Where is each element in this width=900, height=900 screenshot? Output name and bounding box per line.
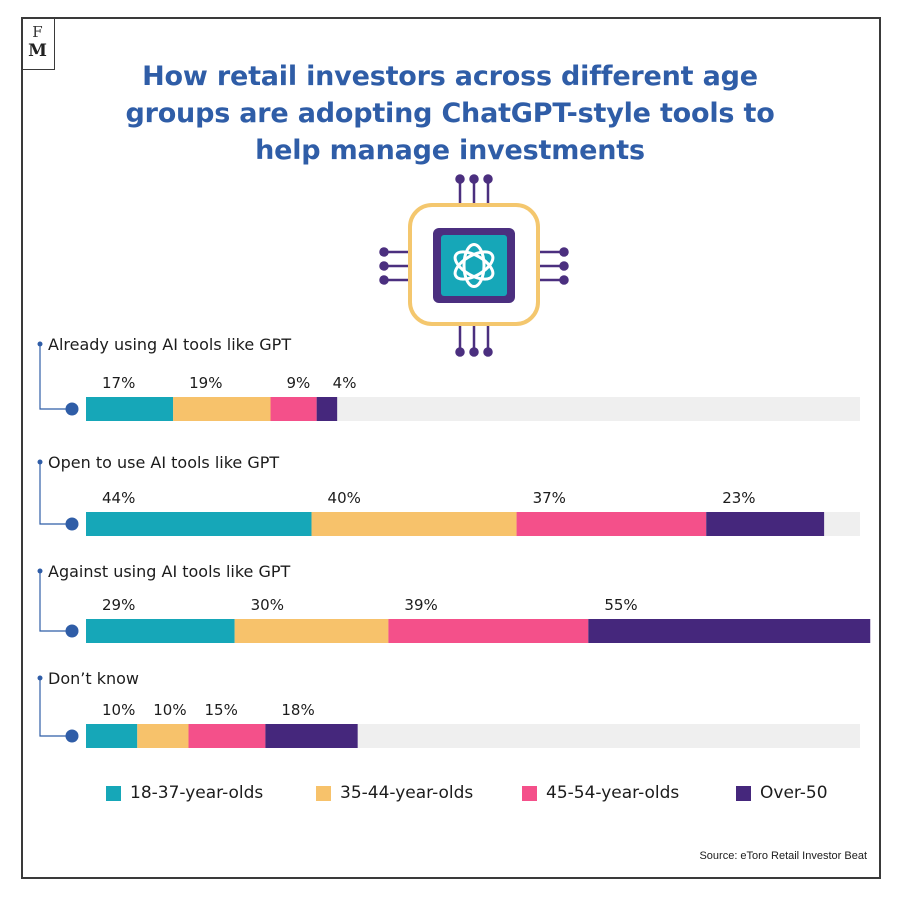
legend-item-35-44: 35-44-year-olds — [316, 780, 473, 806]
legend-item-45-54: 45-54-year-olds — [522, 780, 679, 806]
logo-letter-m: M — [28, 41, 47, 61]
chart-legend: 18-37-year-olds 35-44-year-olds 45-54-ye… — [106, 780, 866, 806]
chart-frame — [21, 17, 881, 879]
legend-swatch — [522, 785, 537, 801]
source-note: Source: eToro Retail Investor Beat — [699, 850, 867, 862]
legend-swatch — [736, 785, 751, 801]
legend-label: 45-54-year-olds — [546, 783, 680, 803]
legend-item-18-37: 18-37-year-olds — [106, 780, 263, 806]
legend-label: Over-50 — [760, 783, 828, 803]
title-line-2: groups are adopting ChatGPT-style tools … — [125, 98, 775, 129]
title-line-1: How retail investors across different ag… — [142, 61, 758, 92]
legend-label: 35-44-year-olds — [340, 783, 474, 803]
title-line-3: help manage investments — [255, 135, 645, 166]
fm-logo: F M — [21, 17, 55, 70]
legend-item-over-50: Over-50 — [736, 780, 828, 806]
logo-letter-f: F — [32, 23, 43, 41]
legend-swatch — [106, 785, 121, 801]
legend-label: 18-37-year-olds — [130, 783, 264, 803]
chatgpt-chip-icon — [379, 174, 569, 357]
legend-swatch — [316, 785, 331, 801]
chart-title: How retail investors across different ag… — [100, 58, 800, 169]
